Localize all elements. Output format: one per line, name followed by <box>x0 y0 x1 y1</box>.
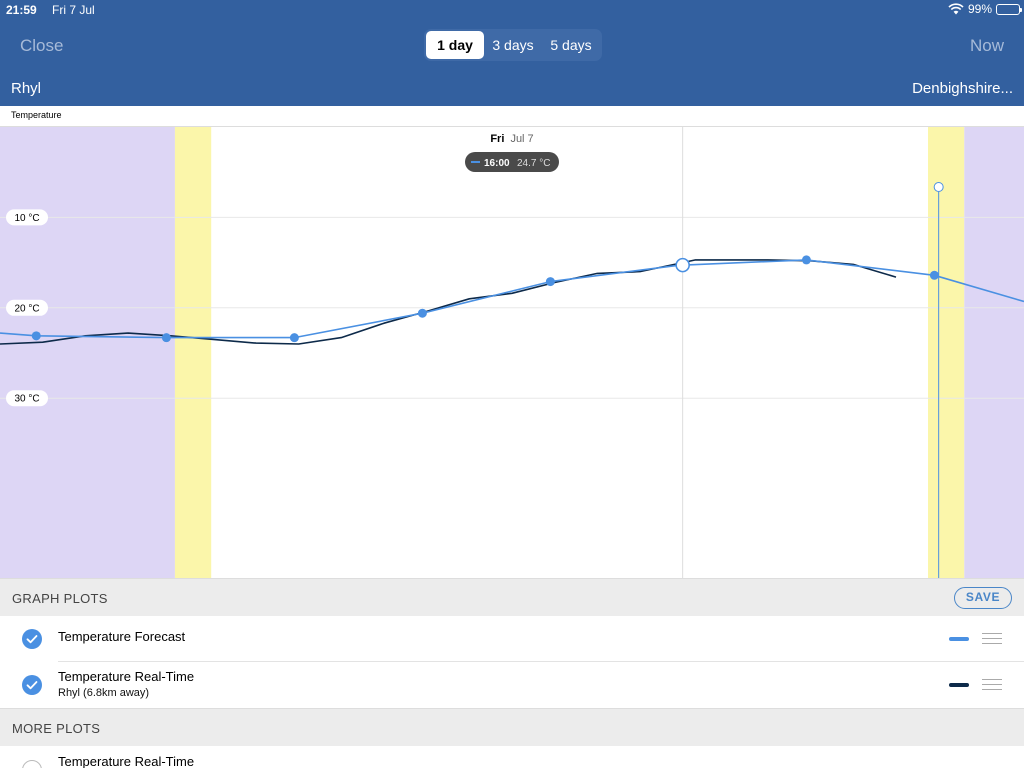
tab-1-day[interactable]: 1 day <box>426 31 484 59</box>
battery-percent: 99% <box>967 2 992 16</box>
plot-title: Temperature Real-Time <box>58 754 195 768</box>
y-tick-pill <box>6 209 48 226</box>
drag-handle-icon[interactable] <box>982 679 1002 691</box>
forecast-point <box>289 333 299 343</box>
forecast-point <box>545 277 555 287</box>
wifi-icon <box>948 3 964 15</box>
tab-3-days[interactable]: 3 days <box>492 37 534 53</box>
night-band <box>0 127 175 579</box>
plot-row-realtime[interactable]: Temperature Real-Time Rhyl (6.8km away) <box>0 662 1024 708</box>
y-tick-label: 20 °C <box>14 303 39 314</box>
now-button[interactable]: Now <box>969 36 1004 55</box>
status-date: Fri 7 Jul <box>52 3 95 17</box>
status-indicators: 99% <box>948 2 1022 16</box>
forecast-point <box>161 333 171 343</box>
close-button[interactable]: Close <box>20 36 64 55</box>
highlighted-point <box>675 257 690 273</box>
more-plot-row[interactable]: Temperature Real-Time <box>0 746 1024 768</box>
twilight-band <box>928 127 965 579</box>
unchecked-circle-icon[interactable] <box>22 760 42 768</box>
series-color-swatch <box>949 637 969 641</box>
forecast-line <box>0 259 1024 339</box>
region-name[interactable]: Denbighshire... <box>912 80 1013 97</box>
value-tooltip: 16:00 24.7 °C <box>465 152 559 172</box>
day-label-date: Jul 7 <box>510 133 533 145</box>
y-tick-pill <box>6 390 48 407</box>
temperature-chart[interactable]: 30 °C 20 °C 10 °C Fri Jul 7 16:00 24.7 °C <box>0 127 1024 579</box>
night-band <box>964 127 1024 579</box>
plot-row-forecast[interactable]: Temperature Forecast <box>0 616 1024 662</box>
graph-plots-heading: GRAPH PLOTS <box>12 591 108 606</box>
drag-handle-icon[interactable] <box>982 633 1002 645</box>
plot-title: Temperature Forecast <box>58 629 186 644</box>
header: Close 1 day 3 days 5 days Now Rhyl Denbi… <box>0 20 1024 106</box>
location-name: Rhyl <box>11 80 42 97</box>
day-label-bold: Fri <box>490 133 504 145</box>
now-clock-icon <box>933 182 944 192</box>
series-color-swatch <box>949 683 969 687</box>
temperature-graph[interactable]: 30 °C 20 °C 10 °C Fri Jul 7 16:00 24.7 °C <box>0 126 1024 579</box>
status-bar: 21:59 Fri 7 Jul 99% <box>0 0 1024 20</box>
forecast-point <box>417 308 427 318</box>
y-tick-label: 30 °C <box>14 394 39 405</box>
tooltip-time: 16:00 <box>484 158 510 169</box>
graph-plots-header: GRAPH PLOTS SAVE <box>0 578 1024 616</box>
graph-title: Temperature <box>11 110 62 120</box>
tooltip-value: 24.7 °C <box>517 158 550 169</box>
checkmark-icon[interactable] <box>22 675 42 695</box>
y-tick-pill <box>6 299 48 316</box>
checkmark-icon[interactable] <box>22 629 42 649</box>
forecast-point <box>31 331 41 341</box>
battery-icon <box>996 3 1022 15</box>
forecast-point <box>929 270 939 280</box>
range-segmented-control: 1 day 3 days 5 days <box>424 29 602 61</box>
y-tick-label: 10 °C <box>14 213 39 224</box>
realtime-line <box>0 259 897 345</box>
more-plots-heading: MORE PLOTS <box>12 721 101 736</box>
twilight-band <box>174 127 212 579</box>
more-plots-header: MORE PLOTS <box>0 708 1024 746</box>
status-time: 21:59 <box>6 3 37 17</box>
day-label: Fri Jul 7 <box>490 133 533 145</box>
plot-subtitle: Rhyl (6.8km away) <box>58 687 150 699</box>
tab-5-days[interactable]: 5 days <box>550 37 592 53</box>
plot-title: Temperature Real-Time <box>58 669 195 684</box>
save-button[interactable]: SAVE <box>954 587 1012 609</box>
forecast-point <box>801 255 811 265</box>
